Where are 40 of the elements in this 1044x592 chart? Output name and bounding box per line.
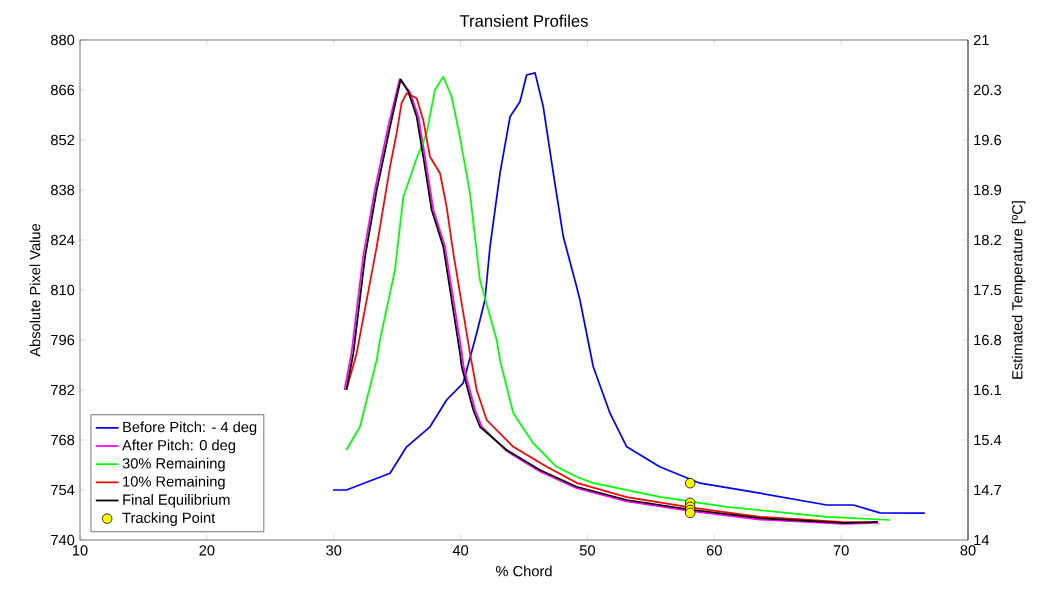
- chart-title: Transient Profiles: [459, 14, 588, 27]
- y2-tick-label: 18.9: [974, 184, 1002, 196]
- y2-tick-label: 19.6: [974, 134, 1002, 146]
- x-tick-label: 80: [960, 545, 976, 556]
- y-tick-label: 852: [51, 134, 75, 146]
- y-tick-label: 768: [51, 434, 75, 446]
- y2-tick-label: 16.1: [974, 384, 1001, 396]
- legend-label: After Pitch: 0 deg: [122, 439, 235, 454]
- legend-label: Before Pitch: - 4 deg: [123, 421, 257, 436]
- y2-tick-label: 18.2: [974, 234, 1001, 246]
- x-axis-title: % Chord: [495, 565, 552, 577]
- y2-tick-label: 14.7: [974, 484, 1001, 496]
- y-tick-label: 796: [51, 334, 75, 346]
- y2-tick-label: 14: [974, 534, 990, 546]
- y2-tick-label: 21: [973, 34, 989, 46]
- y-tick-label: 838: [51, 184, 75, 196]
- y-tick-label: 754: [51, 484, 75, 496]
- y-axis-title: Absolute Pixel Value: [29, 223, 41, 357]
- y-tick-label: 824: [51, 234, 75, 246]
- y2-axis-title: Estimated Temperature [ºC]: [1011, 201, 1026, 379]
- y-tick-label: 782: [51, 384, 75, 396]
- x-tick-label: 70: [833, 545, 849, 556]
- y-tick-label: 866: [51, 84, 75, 96]
- x-tick-label: 20: [199, 545, 215, 556]
- legend-label: 30% Remaining: [122, 457, 225, 472]
- x-tick-label: 50: [579, 545, 595, 556]
- y-tick-label: 740: [51, 534, 75, 546]
- x-tick-label: 10: [72, 545, 88, 556]
- x-tick-label: 60: [706, 545, 722, 556]
- x-tick-label: 30: [326, 545, 342, 556]
- y-tick-label: 880: [51, 34, 75, 46]
- y2-tick-label: 15.4: [974, 434, 1002, 446]
- y2-tick-label: 20.3: [973, 84, 1002, 96]
- legend-label: Final Equilibrium: [123, 494, 230, 508]
- legend-label: 10% Remaining: [123, 475, 225, 490]
- y2-tick-label: 17.5: [974, 284, 1002, 296]
- y2-tick-label: 16.8: [974, 334, 1002, 346]
- y-tick-label: 810: [51, 284, 75, 296]
- x-tick-label: 40: [452, 545, 469, 556]
- legend-label: Tracking Point: [122, 512, 216, 526]
